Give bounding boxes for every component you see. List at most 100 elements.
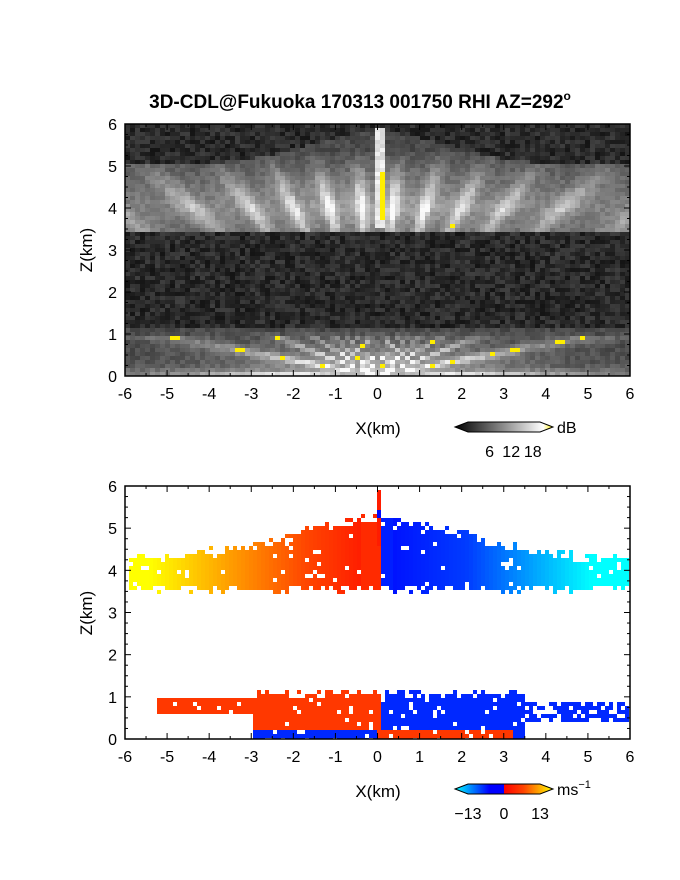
reflectivity-cell bbox=[580, 276, 585, 280]
reflectivity-cell bbox=[550, 300, 555, 304]
reflectivity-cell bbox=[465, 316, 470, 320]
reflectivity-cell bbox=[505, 248, 510, 252]
reflectivity-cell bbox=[575, 152, 580, 156]
reflectivity-cell bbox=[360, 168, 365, 172]
reflectivity-cell bbox=[180, 292, 185, 296]
reflectivity-cell bbox=[160, 304, 165, 308]
reflectivity-cell bbox=[195, 208, 200, 212]
reflectivity-cell bbox=[570, 172, 575, 176]
reflectivity-cell bbox=[355, 296, 360, 300]
reflectivity-cell bbox=[405, 164, 410, 168]
reflectivity-cell bbox=[260, 220, 265, 224]
reflectivity-cell bbox=[410, 148, 415, 152]
reflectivity-cell bbox=[200, 312, 205, 316]
reflectivity-cell bbox=[560, 164, 565, 168]
reflectivity-cell bbox=[545, 144, 550, 148]
reflectivity-cell bbox=[240, 268, 245, 272]
reflectivity-cell bbox=[560, 156, 565, 160]
reflectivity-cell bbox=[530, 312, 535, 316]
reflectivity-cell bbox=[455, 188, 460, 192]
reflectivity-cell bbox=[265, 300, 270, 304]
reflectivity-cell bbox=[310, 240, 315, 244]
reflectivity-cell bbox=[280, 268, 285, 272]
reflectivity-cell bbox=[300, 288, 305, 292]
reflectivity-cell bbox=[435, 152, 440, 156]
reflectivity-cell bbox=[555, 184, 560, 188]
reflectivity-cell bbox=[220, 300, 225, 304]
reflectivity-cell bbox=[310, 172, 315, 176]
reflectivity-cell bbox=[135, 292, 140, 296]
reflectivity-cell bbox=[525, 260, 530, 264]
reflectivity-cell bbox=[570, 272, 575, 276]
reflectivity-cell bbox=[250, 312, 255, 316]
reflectivity-cell bbox=[240, 232, 245, 236]
reflectivity-cell bbox=[520, 272, 525, 276]
reflectivity-cell bbox=[390, 176, 395, 180]
reflectivity-cell bbox=[515, 276, 520, 280]
reflectivity-cell bbox=[355, 236, 360, 240]
reflectivity-cell bbox=[590, 308, 595, 312]
reflectivity-cell bbox=[470, 196, 475, 200]
reflectivity-cell bbox=[220, 304, 225, 308]
reflectivity-cell bbox=[370, 216, 375, 220]
reflectivity-cell bbox=[590, 172, 595, 176]
reflectivity-cell bbox=[585, 252, 590, 256]
reflectivity-cell bbox=[245, 172, 250, 176]
reflectivity-cell bbox=[600, 288, 605, 292]
reflectivity-cell bbox=[495, 304, 500, 308]
reflectivity-cell bbox=[455, 152, 460, 156]
reflectivity-cell bbox=[185, 220, 190, 224]
reflectivity-cell bbox=[290, 168, 295, 172]
reflectivity-cell bbox=[305, 316, 310, 320]
reflectivity-cell bbox=[475, 244, 480, 248]
reflectivity-cell bbox=[505, 156, 510, 160]
reflectivity-cell bbox=[565, 272, 570, 276]
reflectivity-cell bbox=[140, 136, 145, 140]
reflectivity-cell bbox=[545, 132, 550, 136]
reflectivity-cell bbox=[140, 236, 145, 240]
reflectivity-cell bbox=[625, 156, 630, 160]
reflectivity-cell bbox=[210, 236, 215, 240]
reflectivity-cell bbox=[140, 308, 145, 312]
reflectivity-cell bbox=[420, 280, 425, 284]
reflectivity-cell bbox=[365, 124, 370, 128]
reflectivity-cell bbox=[435, 260, 440, 264]
reflectivity-cell bbox=[550, 208, 555, 212]
reflectivity-cell bbox=[230, 232, 235, 236]
reflectivity-cell bbox=[250, 132, 255, 136]
reflectivity-cell bbox=[550, 236, 555, 240]
reflectivity-cell bbox=[180, 144, 185, 148]
reflectivity-cell bbox=[225, 160, 230, 164]
reflectivity-cell bbox=[345, 128, 350, 132]
reflectivity-cell bbox=[265, 292, 270, 296]
reflectivity-cell bbox=[455, 176, 460, 180]
reflectivity-cell bbox=[180, 304, 185, 308]
reflectivity-cell bbox=[355, 140, 360, 144]
reflectivity-cell bbox=[360, 172, 365, 176]
reflectivity-cell bbox=[565, 236, 570, 240]
reflectivity-cell bbox=[425, 192, 430, 196]
reflectivity-cell bbox=[155, 160, 160, 164]
reflectivity-cell bbox=[620, 208, 625, 212]
reflectivity-cell bbox=[390, 260, 395, 264]
reflectivity-cell bbox=[210, 276, 215, 280]
reflectivity-cell bbox=[570, 228, 575, 232]
reflectivity-cell bbox=[315, 296, 320, 300]
reflectivity-cell bbox=[520, 244, 525, 248]
reflectivity-cell bbox=[150, 204, 155, 208]
reflectivity-cell bbox=[470, 180, 475, 184]
reflectivity-cell bbox=[625, 200, 630, 204]
reflectivity-cell bbox=[475, 196, 480, 200]
reflectivity-cell bbox=[410, 224, 415, 228]
reflectivity-cell bbox=[485, 212, 490, 216]
reflectivity-cell bbox=[220, 156, 225, 160]
reflectivity-cell bbox=[280, 260, 285, 264]
reflectivity-cell bbox=[270, 260, 275, 264]
reflectivity-cell bbox=[330, 160, 335, 164]
reflectivity-cell bbox=[435, 280, 440, 284]
reflectivity-cell bbox=[215, 264, 220, 268]
reflectivity-cell bbox=[225, 192, 230, 196]
reflectivity-cell bbox=[210, 184, 215, 188]
reflectivity-cell bbox=[360, 156, 365, 160]
reflectivity-cell bbox=[430, 308, 435, 312]
